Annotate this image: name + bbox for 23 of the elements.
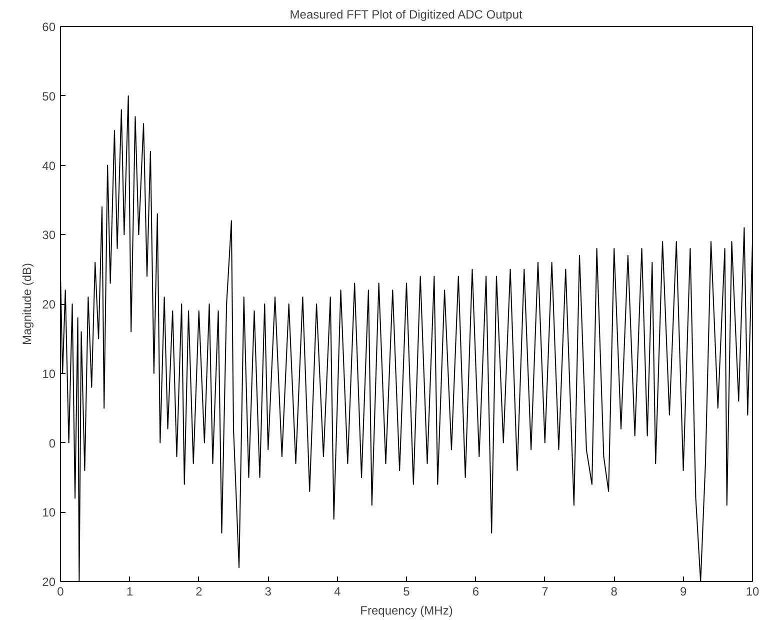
y-tick-label: 60 [42, 20, 56, 34]
y-tick-label: 10 [42, 366, 56, 381]
x-tick-label: 8 [610, 584, 618, 598]
x-tick-label: 4 [334, 584, 341, 598]
x-axis-title: Frequency (MHz) [360, 604, 453, 618]
y-tick-label: 20 [42, 298, 56, 312]
x-tick-label: 1 [126, 584, 134, 598]
x-tick-label: 10 [746, 584, 760, 598]
x-tick-label: 6 [472, 584, 480, 598]
y-tick-label: 50 [42, 89, 56, 104]
y-tick-label: 0 [48, 436, 56, 450]
y-tick-label: 20 [42, 575, 56, 589]
x-tick-label: 3 [264, 584, 272, 598]
x-tick-label: 7 [542, 584, 549, 598]
y-tick-label: 30 [42, 228, 56, 242]
x-tick-label: 5 [403, 584, 410, 598]
x-tick-label: 0 [57, 584, 64, 598]
x-tick-label: 9 [680, 584, 687, 598]
y-tick-label: 10 [42, 506, 56, 520]
y-axis-title: Magnitude (dB) [20, 262, 34, 346]
y-tick-label: 40 [42, 158, 56, 173]
chart-title: Measured FFT Plot of Digitized ADC Output [290, 8, 523, 22]
x-tick-label: 2 [196, 584, 203, 598]
